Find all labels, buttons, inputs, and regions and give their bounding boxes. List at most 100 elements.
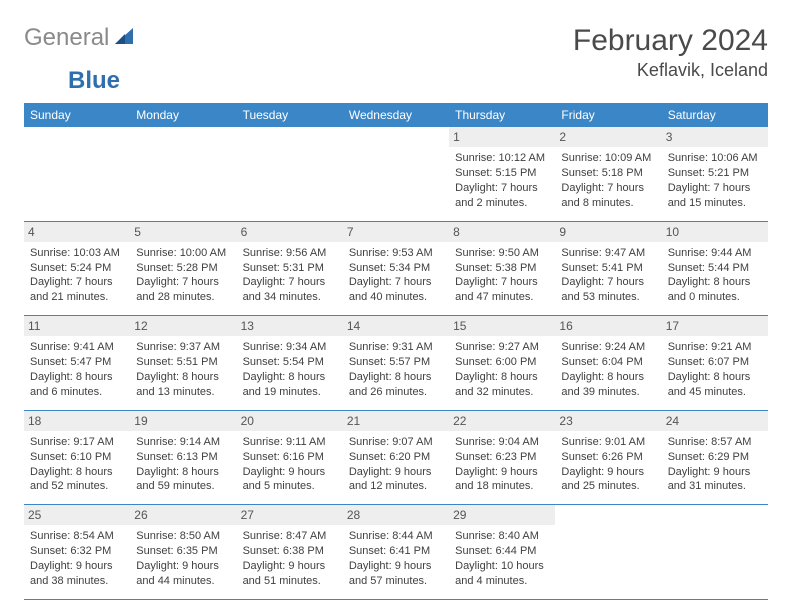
- day-number: 4: [24, 222, 130, 242]
- sunrise-line: Sunrise: 10:06 AM: [668, 151, 762, 166]
- daylight-line: Daylight: 9 hours and 51 minutes.: [243, 559, 337, 589]
- daylight-line: Daylight: 9 hours and 38 minutes.: [30, 559, 124, 589]
- sunset-line: Sunset: 5:28 PM: [136, 261, 230, 276]
- day-number: 10: [662, 222, 768, 242]
- day-cell: [555, 505, 661, 600]
- weekday-header-row: Sunday Monday Tuesday Wednesday Thursday…: [24, 103, 768, 127]
- sunrise-line: Sunrise: 9:56 AM: [243, 246, 337, 261]
- day-number: 12: [130, 316, 236, 336]
- daylight-line: Daylight: 8 hours and 13 minutes.: [136, 370, 230, 400]
- daylight-line: Daylight: 9 hours and 57 minutes.: [349, 559, 443, 589]
- week-row: 4Sunrise: 10:03 AMSunset: 5:24 PMDayligh…: [24, 221, 768, 316]
- sunset-line: Sunset: 6:23 PM: [455, 450, 549, 465]
- sunrise-line: Sunrise: 9:47 AM: [561, 246, 655, 261]
- day-cell: 9 Sunrise: 9:47 AMSunset: 5:41 PMDaylight…: [555, 221, 661, 316]
- day-cell: 26Sunrise: 8:50 AMSunset: 6:35 PMDayligh…: [130, 505, 236, 600]
- daylight-line: Daylight: 8 hours and 19 minutes.: [243, 370, 337, 400]
- day-cell: 17 Sunrise: 9:21 AMSunset: 6:07 PMDayligh…: [662, 316, 768, 411]
- calendar-table: Sunday Monday Tuesday Wednesday Thursday…: [24, 103, 768, 600]
- day-cell: 27Sunrise: 8:47 AMSunset: 6:38 PMDayligh…: [237, 505, 343, 600]
- sunset-line: Sunset: 5:47 PM: [30, 355, 124, 370]
- sunrise-line: Sunrise: 9:31 AM: [349, 340, 443, 355]
- sunset-line: Sunset: 5:38 PM: [455, 261, 549, 276]
- sunrise-line: Sunrise: 9:24 AM: [561, 340, 655, 355]
- sunset-line: Sunset: 6:16 PM: [243, 450, 337, 465]
- day-number: 20: [237, 411, 343, 431]
- weekday-heading: Sunday: [24, 103, 130, 127]
- daylight-line: Daylight: 8 hours and 26 minutes.: [349, 370, 443, 400]
- day-number: 13: [237, 316, 343, 336]
- sunrise-line: Sunrise: 8:40 AM: [455, 529, 549, 544]
- sail-icon: [113, 26, 135, 51]
- day-cell: 16Sunrise: 9:24 AMSunset: 6:04 PMDayligh…: [555, 316, 661, 411]
- day-number: 19: [130, 411, 236, 431]
- day-number: 9: [555, 222, 661, 242]
- sunset-line: Sunset: 6:20 PM: [349, 450, 443, 465]
- day-cell: [662, 505, 768, 600]
- sunset-line: Sunset: 5:24 PM: [30, 261, 124, 276]
- daylight-line: Daylight: 8 hours and 45 minutes.: [668, 370, 762, 400]
- weekday-heading: Tuesday: [237, 103, 343, 127]
- sunrise-line: Sunrise: 9:11 AM: [243, 435, 337, 450]
- day-cell: 20Sunrise: 9:11 AMSunset: 6:16 PMDayligh…: [237, 410, 343, 505]
- title-block: February 2024 Keflavik, Iceland: [573, 24, 768, 81]
- sunset-line: Sunset: 5:18 PM: [561, 166, 655, 181]
- daylight-line: Daylight: 7 hours and 47 minutes.: [455, 275, 549, 305]
- sunset-line: Sunset: 6:00 PM: [455, 355, 549, 370]
- sunrise-line: Sunrise: 9:21 AM: [668, 340, 762, 355]
- day-number: 27: [237, 505, 343, 525]
- daylight-line: Daylight: 9 hours and 18 minutes.: [455, 465, 549, 495]
- brand-blue: Blue: [68, 67, 120, 95]
- day-number: 28: [343, 505, 449, 525]
- sunset-line: Sunset: 6:44 PM: [455, 544, 549, 559]
- week-row: 1Sunrise: 10:12 AMSunset: 5:15 PMDayligh…: [24, 127, 768, 221]
- day-cell: [237, 127, 343, 221]
- sunrise-line: Sunrise: 9:37 AM: [136, 340, 230, 355]
- day-cell: 24Sunrise: 8:57 AMSunset: 6:29 PMDayligh…: [662, 410, 768, 505]
- day-number: 15: [449, 316, 555, 336]
- sunrise-line: Sunrise: 9:50 AM: [455, 246, 549, 261]
- sunset-line: Sunset: 6:35 PM: [136, 544, 230, 559]
- day-cell: 22Sunrise: 9:04 AMSunset: 6:23 PMDayligh…: [449, 410, 555, 505]
- sunrise-line: Sunrise: 9:41 AM: [30, 340, 124, 355]
- sunrise-line: Sunrise: 9:34 AM: [243, 340, 337, 355]
- day-cell: 29Sunrise: 8:40 AMSunset: 6:44 PMDayligh…: [449, 505, 555, 600]
- day-number: 11: [24, 316, 130, 336]
- sunset-line: Sunset: 6:29 PM: [668, 450, 762, 465]
- sunrise-line: Sunrise: 9:14 AM: [136, 435, 230, 450]
- day-number: 17: [662, 316, 768, 336]
- sunrise-line: Sunrise: 10:12 AM: [455, 151, 549, 166]
- daylight-line: Daylight: 8 hours and 59 minutes.: [136, 465, 230, 495]
- daylight-line: Daylight: 8 hours and 32 minutes.: [455, 370, 549, 400]
- day-number: 29: [449, 505, 555, 525]
- daylight-line: Daylight: 8 hours and 39 minutes.: [561, 370, 655, 400]
- sunrise-line: Sunrise: 8:47 AM: [243, 529, 337, 544]
- day-cell: 3Sunrise: 10:06 AMSunset: 5:21 PMDayligh…: [662, 127, 768, 221]
- day-cell: 23Sunrise: 9:01 AMSunset: 6:26 PMDayligh…: [555, 410, 661, 505]
- daylight-line: Daylight: 9 hours and 25 minutes.: [561, 465, 655, 495]
- daylight-line: Daylight: 7 hours and 53 minutes.: [561, 275, 655, 305]
- day-number: 1: [449, 127, 555, 147]
- sunrise-line: Sunrise: 8:50 AM: [136, 529, 230, 544]
- week-row: 25Sunrise: 8:54 AMSunset: 6:32 PMDayligh…: [24, 505, 768, 600]
- sunset-line: Sunset: 6:32 PM: [30, 544, 124, 559]
- sunset-line: Sunset: 5:57 PM: [349, 355, 443, 370]
- sunset-line: Sunset: 5:44 PM: [668, 261, 762, 276]
- day-cell: 8Sunrise: 9:50 AMSunset: 5:38 PMDaylight…: [449, 221, 555, 316]
- day-cell: 6Sunrise: 9:56 AMSunset: 5:31 PMDaylight…: [237, 221, 343, 316]
- daylight-line: Daylight: 7 hours and 21 minutes.: [30, 275, 124, 305]
- brand-gray: General: [24, 24, 109, 52]
- daylight-line: Daylight: 7 hours and 34 minutes.: [243, 275, 337, 305]
- day-number: 24: [662, 411, 768, 431]
- day-cell: [24, 127, 130, 221]
- day-number: 7: [343, 222, 449, 242]
- sunset-line: Sunset: 6:13 PM: [136, 450, 230, 465]
- sunrise-line: Sunrise: 9:01 AM: [561, 435, 655, 450]
- sunset-line: Sunset: 6:07 PM: [668, 355, 762, 370]
- sunset-line: Sunset: 5:41 PM: [561, 261, 655, 276]
- brand-logo: General: [24, 24, 137, 52]
- daylight-line: Daylight: 7 hours and 2 minutes.: [455, 181, 549, 211]
- sunrise-line: Sunrise: 9:07 AM: [349, 435, 443, 450]
- day-number: 6: [237, 222, 343, 242]
- sunrise-line: Sunrise: 8:57 AM: [668, 435, 762, 450]
